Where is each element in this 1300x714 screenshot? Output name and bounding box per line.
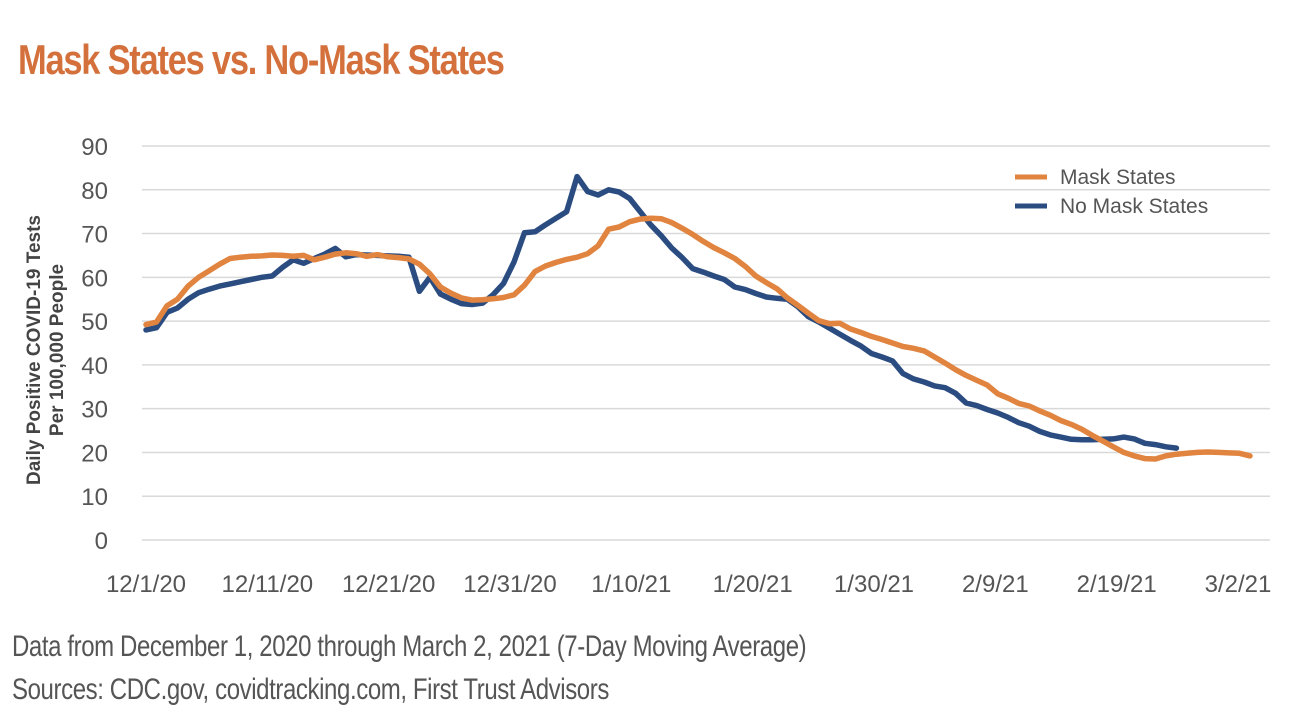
y-tick-label: 30 [81,397,108,424]
y-tick-label: 60 [81,265,108,292]
x-tick-label: 12/21/20 [342,571,435,598]
footer-sources: Sources: CDC.gov, covidtracking.com, Fir… [12,673,609,706]
series-line-mask-states [143,215,1253,462]
x-tick-label: 2/9/21 [962,571,1029,598]
y-tick-label: 10 [81,484,108,511]
y-tick-label: 0 [95,528,108,555]
y-axis-ticks: 0 10 20 30 40 50 60 70 80 90 [81,134,108,555]
y-axis-label: Daily Positive COVID-19 Tests Per 100,00… [24,215,68,485]
y-tick-label: 40 [81,353,108,380]
x-tick-label: 12/31/20 [463,571,556,598]
series-lines [143,173,1253,462]
x-tick-label: 1/30/21 [834,571,914,598]
y-axis-label-line-2: Per 100,000 People [47,264,68,436]
y-axis-label-line-1: Daily Positive COVID-19 Tests [24,215,45,485]
legend: Mask States No Mask States [1015,166,1208,218]
x-tick-label: 1/20/21 [713,571,793,598]
legend-label-no-mask-states: No Mask States [1060,195,1208,218]
y-tick-label: 50 [81,309,108,336]
chart-title: Mask States vs. No-Mask States [18,36,505,83]
x-axis-ticks: 12/1/20 12/11/20 12/21/20 12/31/20 1/10/21 1/… [106,571,1271,598]
x-tick-label: 3/2/21 [1205,571,1272,598]
x-tick-label: 2/19/21 [1077,571,1157,598]
gridlines [142,145,1270,541]
x-tick-label: 12/11/20 [222,571,314,598]
y-tick-label: 80 [81,178,108,205]
x-tick-label: 12/1/20 [106,571,186,598]
legend-label-mask-states: Mask States [1060,166,1176,189]
y-tick-label: 90 [81,134,108,161]
x-tick-label: 1/10/21 [591,571,671,598]
y-tick-label: 70 [81,222,108,249]
footer-data-note: Data from December 1, 2020 through March… [12,630,807,663]
y-tick-label: 20 [81,440,108,467]
